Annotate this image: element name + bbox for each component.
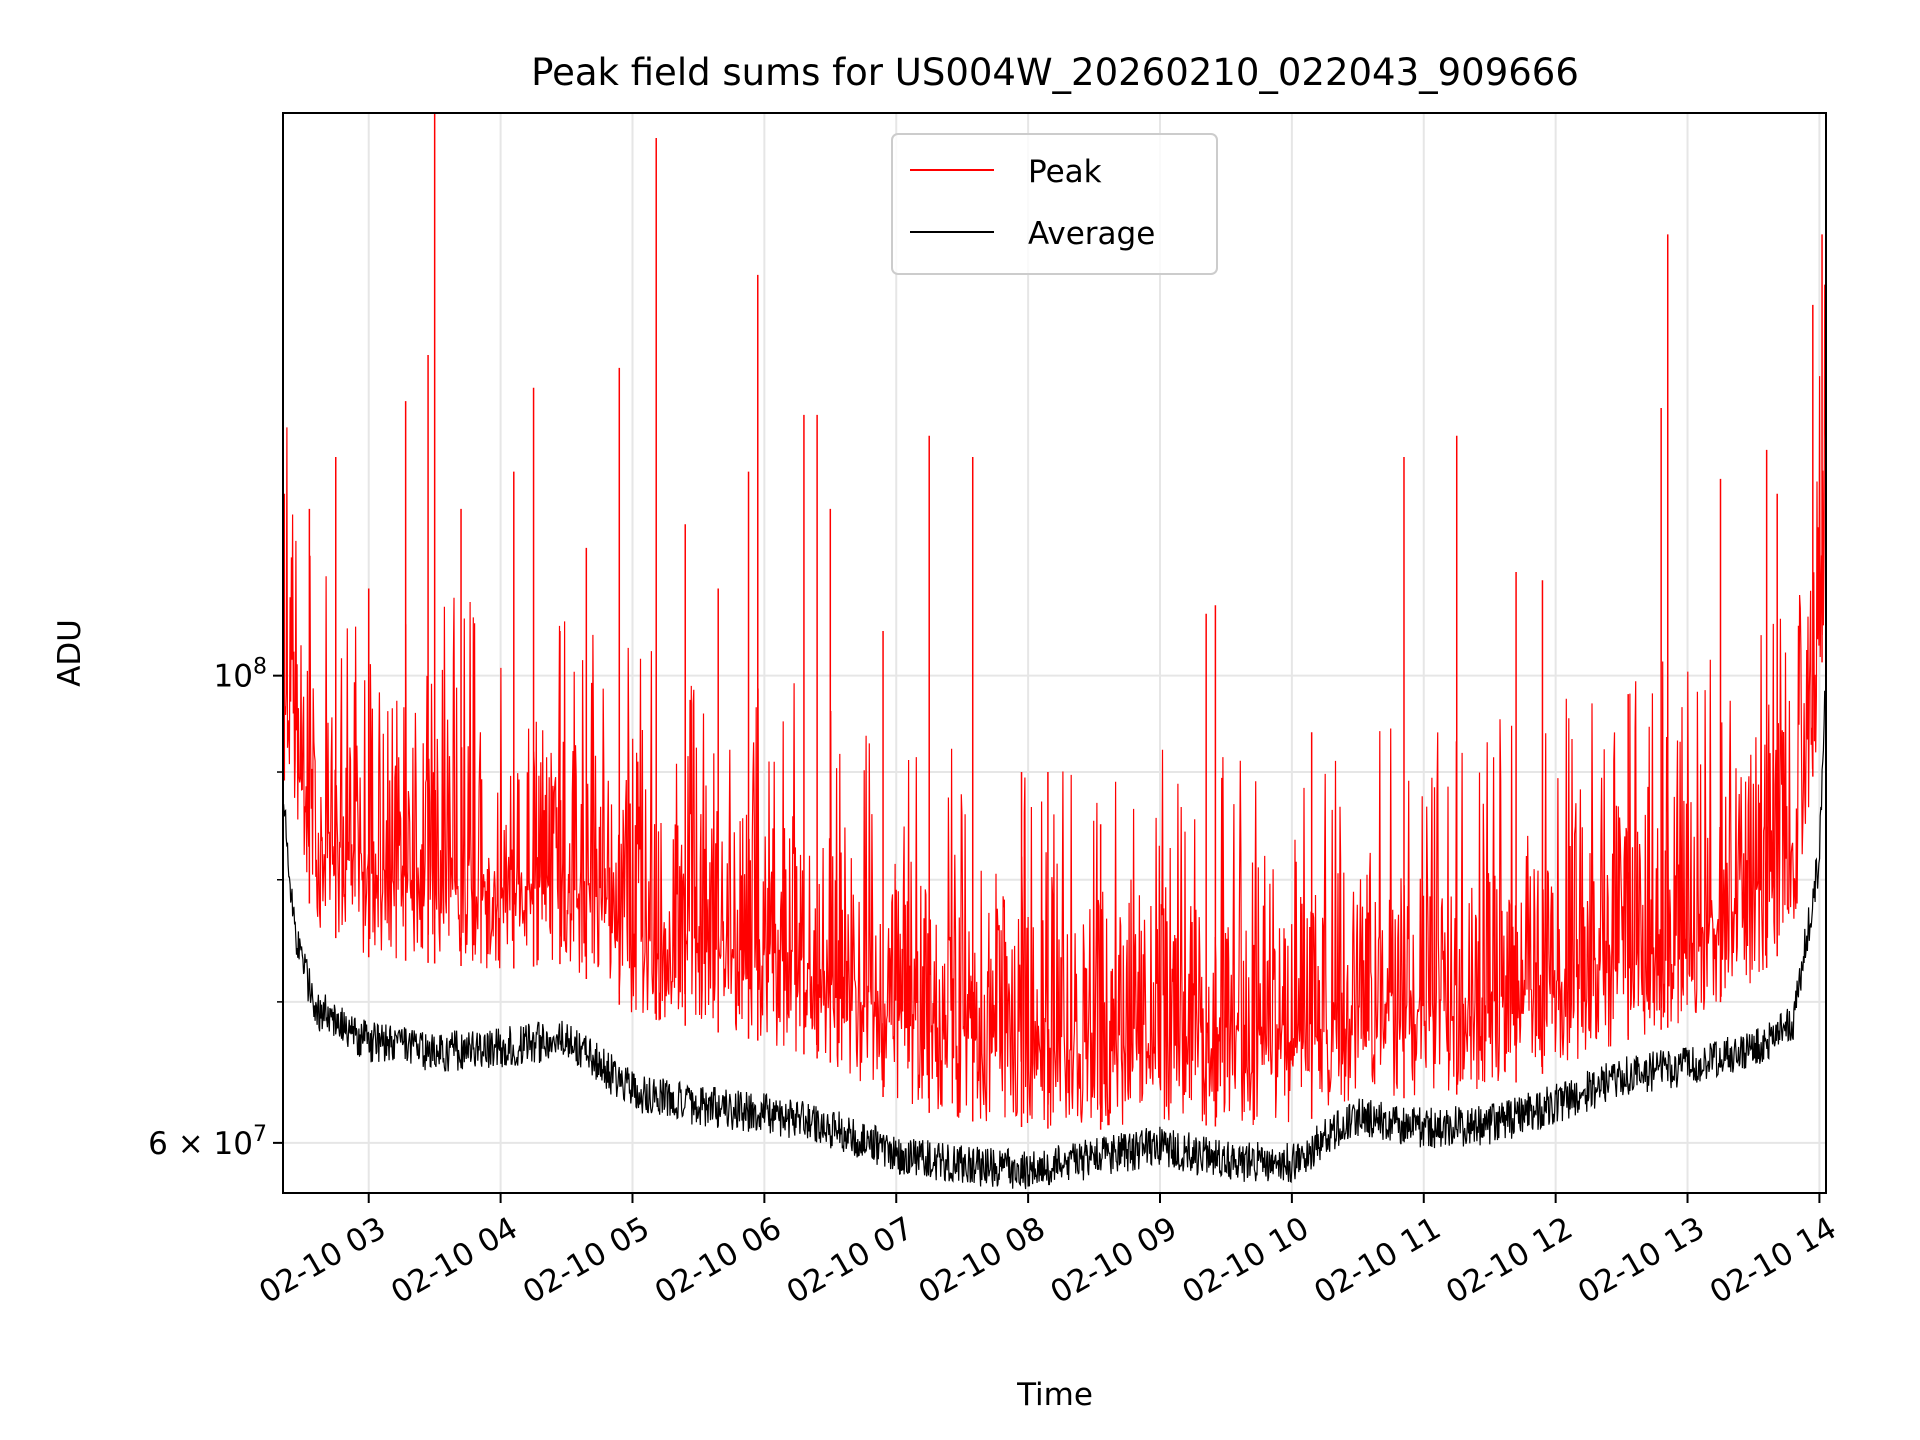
y-tick-label: 108 — [214, 655, 267, 695]
plot-frame — [282, 112, 1827, 1194]
legend: Peak Average — [891, 133, 1218, 275]
chart-title: Peak field sums for US004W_20260210_0220… — [531, 51, 1579, 94]
y-axis: 6 × 107 108 — [148, 655, 283, 1162]
x-axis-label: Time — [1016, 1377, 1093, 1413]
series-average-line — [283, 658, 1826, 1190]
y-axis-label: ADU — [52, 619, 88, 687]
legend-average-label: Average — [1028, 216, 1155, 252]
series-peak-line — [283, 284, 1826, 1126]
y-tick-label: 6 × 107 — [148, 1122, 267, 1162]
plot-layer — [283, 113, 1826, 1190]
legend-peak-label: Peak — [1028, 154, 1102, 190]
